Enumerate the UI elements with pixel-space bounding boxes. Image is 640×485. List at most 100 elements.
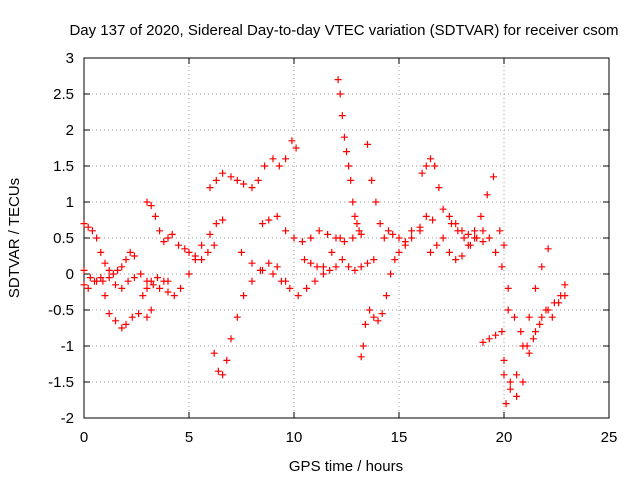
data-point: [261, 162, 269, 170]
data-point: [315, 227, 323, 235]
data-point: [332, 263, 340, 271]
data-point: [114, 266, 122, 274]
data-point: [529, 335, 537, 343]
data-point: [385, 227, 392, 235]
series-sat-c: [80, 274, 155, 332]
y-tick-label: -0.5: [48, 302, 74, 319]
data-point: [561, 292, 569, 300]
data-point: [240, 180, 248, 188]
y-tick-label: 1: [66, 194, 74, 211]
data-point: [483, 191, 491, 199]
data-point: [185, 248, 193, 256]
data-point: [319, 263, 327, 271]
x-tick-label: 5: [185, 429, 193, 446]
data-point: [168, 230, 176, 238]
data-point: [345, 162, 353, 170]
data-point: [282, 155, 290, 163]
data-point: [210, 241, 218, 249]
data-point: [275, 162, 283, 170]
data-point: [326, 266, 334, 274]
data-point: [185, 270, 193, 278]
data-point: [361, 320, 369, 328]
data-point: [332, 234, 340, 242]
data-point: [198, 241, 206, 249]
data-point: [86, 274, 94, 282]
data-point: [372, 198, 380, 206]
data-point: [538, 313, 546, 321]
data-point: [259, 220, 266, 228]
data-point: [219, 371, 227, 379]
data-point: [219, 216, 227, 224]
data-point: [311, 277, 319, 285]
data-point: [418, 169, 426, 177]
data-point: [99, 277, 107, 285]
x-tick-label: 15: [391, 429, 408, 446]
series-sat-g: [210, 259, 290, 379]
y-tick-label: 0: [66, 266, 74, 283]
data-point: [118, 324, 126, 332]
data-point: [130, 274, 138, 282]
data-point: [523, 342, 531, 350]
data-point: [227, 335, 235, 343]
data-point: [464, 230, 472, 238]
data-point: [265, 216, 273, 224]
data-point: [101, 259, 109, 267]
data-point: [452, 256, 460, 264]
data-point: [357, 230, 365, 238]
y-tick-label: -1.5: [48, 374, 74, 391]
data-point: [97, 274, 105, 282]
data-point: [338, 112, 346, 120]
data-point: [147, 306, 155, 314]
data-point: [118, 284, 126, 292]
data-point: [147, 277, 155, 285]
data-point: [130, 252, 138, 260]
data-point: [355, 227, 363, 235]
data-point: [525, 349, 533, 357]
data-point: [368, 176, 376, 184]
data-point: [340, 238, 348, 246]
data-point: [492, 248, 500, 256]
data-point: [227, 173, 235, 181]
data-point: [170, 292, 178, 300]
data-point: [492, 331, 500, 339]
data-point: [357, 263, 365, 271]
data-point: [248, 259, 256, 267]
data-point: [319, 270, 327, 278]
data-point: [506, 385, 514, 393]
data-point: [210, 349, 218, 357]
data-point: [431, 162, 439, 170]
plot-frame: [83, 57, 610, 419]
data-point: [160, 277, 168, 285]
grid-lines: [84, 58, 609, 418]
data-point: [422, 212, 430, 220]
x-tick-label: 20: [496, 429, 513, 446]
data-point: [80, 266, 88, 274]
data-point: [147, 202, 155, 210]
data-point: [233, 176, 241, 184]
data-point: [458, 252, 466, 260]
data-point: [151, 212, 159, 220]
data-point: [214, 367, 222, 375]
data-point: [439, 205, 447, 213]
data-point: [391, 256, 399, 264]
data-point: [536, 320, 544, 328]
data-point: [408, 234, 416, 242]
data-point: [238, 248, 245, 256]
data-point: [378, 310, 386, 318]
data-point: [112, 317, 119, 325]
data-point: [254, 176, 262, 184]
data-point: [349, 198, 357, 206]
data-point: [538, 263, 546, 271]
data-point: [307, 259, 315, 267]
series-sat-n: [418, 155, 487, 246]
series-sat-i: [259, 212, 365, 246]
data-point: [380, 234, 388, 242]
data-point: [338, 256, 346, 264]
data-point: [517, 328, 525, 336]
data-point: [347, 176, 355, 184]
data-point: [139, 292, 147, 300]
data-point: [212, 220, 220, 228]
data-point: [351, 212, 359, 220]
data-point: [204, 248, 212, 256]
data-point: [124, 277, 132, 285]
